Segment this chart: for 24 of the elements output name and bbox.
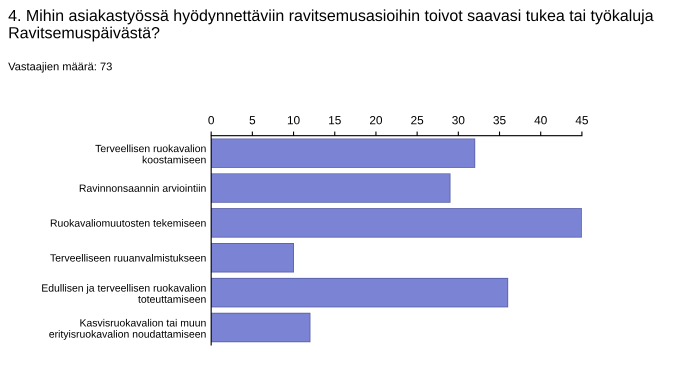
bar [211,278,508,308]
x-tick-label: 20 [370,116,382,124]
y-tick-label: Kasvisruokavalion tai muun erityisruokavalion noudattamiseen [49,318,206,340]
y-tick-label: Terveelliseen ruuanvalmistukseen [50,254,206,262]
y-tick-label: Edullisen ja terveellisen ruokavalion toteuttamiseen [42,284,206,303]
y-tick-label: Terveellisen ruokavalion koostamiseen [95,144,206,164]
bar [211,243,294,272]
x-tick-label: 40 [534,116,547,124]
y-tick-label: Ruokavaliomuutosten tekemiseen [50,219,206,227]
x-tick-label: 25 [411,116,424,124]
bar [211,173,451,203]
text: Vastaajien määrä: 73 [8,62,112,73]
x-tick-label: 15 [329,116,341,124]
x-tick-label: 10 [288,116,300,124]
x-tick-label: 45 [576,116,588,124]
bar [211,312,310,342]
x-tick-label: 35 [493,116,506,124]
bar [211,208,582,238]
bar [211,138,476,168]
x-tick-label: 5 [250,116,256,124]
x-tick-label: 0 [208,116,214,124]
x-tick-label: 30 [452,116,464,124]
y-tick-label: Ravinnonsaannin arviointiin [80,184,206,192]
chart-title: 4. Mihin asiakastyössä hyödynnettäviin ravitsemusasioihin toivot saavasi tukea tai työkaluja Ravitsemuspäivästä? [8,9,654,42]
